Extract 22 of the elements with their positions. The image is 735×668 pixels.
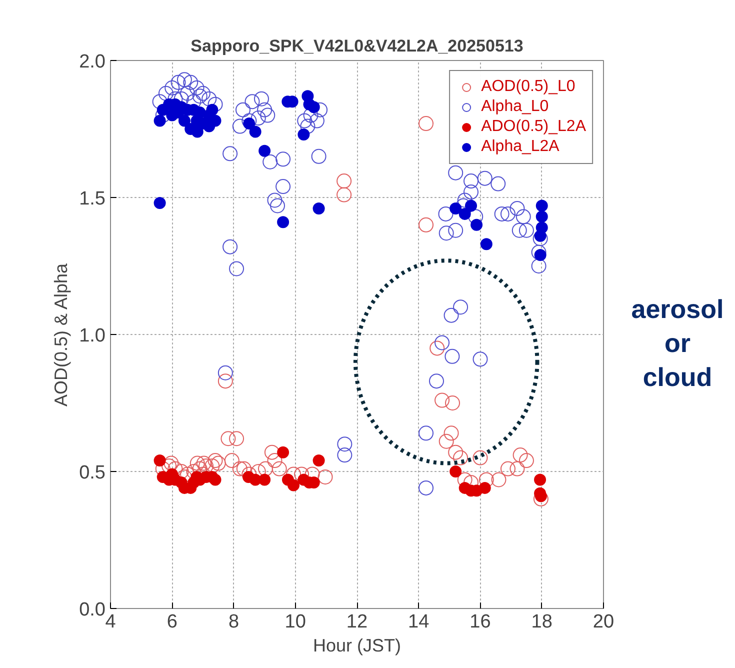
x-tick-label: 8 — [228, 612, 240, 632]
x-tick-label: 16 — [470, 612, 491, 632]
x-tick-label: 6 — [166, 612, 178, 632]
x-tick-label: 4 — [105, 612, 116, 632]
x-tick-label: 12 — [346, 612, 368, 632]
text: aerosol or cloud — [631, 293, 724, 394]
y-tick-label: 2.0 — [79, 52, 106, 72]
chart-title: Sapporo_SPK_V42L0&V42L2A_20250513 — [190, 36, 524, 56]
legend-label: Alpha_L0 — [481, 98, 549, 116]
y-axis-title: AOD(0.5) & Alpha — [51, 262, 72, 407]
x-tick-label: 14 — [408, 612, 430, 632]
legend-label: ADO(0.5)_L2A — [481, 118, 586, 136]
legend-label: Alpha_L2A — [481, 138, 560, 156]
x-tick-label: 18 — [531, 612, 552, 632]
y-tick-label: 1.5 — [79, 188, 106, 210]
x-tick-label: 10 — [284, 612, 306, 632]
y-tick-label: 0.5 — [79, 462, 106, 484]
legend-label: AOD(0.5)_L0 — [481, 78, 576, 96]
y-tick-label: 0.0 — [79, 600, 106, 620]
x-axis-title: Hour (JST) — [313, 636, 402, 656]
x-tick-label: 20 — [592, 612, 614, 632]
y-tick-label: 1.0 — [79, 326, 106, 346]
